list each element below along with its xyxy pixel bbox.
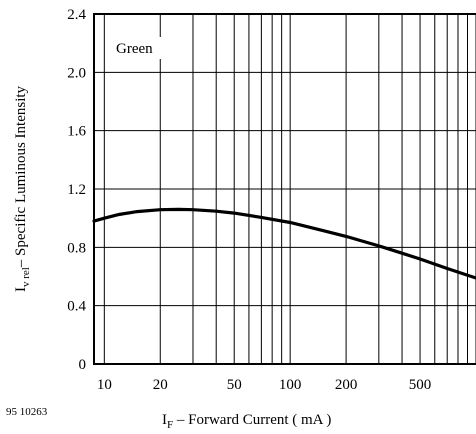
series-line <box>92 207 476 280</box>
y-tick-label: 2.4 <box>67 7 86 23</box>
x-axis-label: IF – Forward Current ( mA ) <box>162 412 331 431</box>
plot-frame <box>93 13 476 365</box>
x-tick-label: 100 <box>279 377 302 393</box>
figure-code: 95 10263 <box>6 406 48 418</box>
y-tick-label: 0.4 <box>67 299 86 315</box>
tick-labels: 0 0.4 0.8 1.2 1.6 2.0 2.4 10 20 50 100 200 500 <box>67 7 431 393</box>
x-tick-label: 20 <box>153 377 168 393</box>
x-tick-label: 10 <box>97 377 112 393</box>
x-tick-label: 500 <box>409 377 432 393</box>
x-tick-label: 200 <box>335 377 358 393</box>
x-tick-label: 50 <box>227 377 242 393</box>
y-tick-label: 0.8 <box>67 240 86 256</box>
y-tick-label: 2.0 <box>67 65 86 81</box>
x-axis-label-subscript: F <box>167 419 173 431</box>
grid-layer <box>94 13 476 365</box>
annotation-background <box>111 37 163 59</box>
annotation-green: Green <box>116 41 153 57</box>
series-layer <box>92 207 476 280</box>
y-axis-label: Iv rel– Specific Luminous Intensity <box>13 85 32 292</box>
y-axis-label-subscript: v rel <box>20 267 32 287</box>
y-tick-label: 0 <box>79 357 87 373</box>
x-axis-label-rest: – Forward Current ( mA ) <box>173 412 331 428</box>
y-axis-label-main: I <box>13 287 29 292</box>
y-axis-label-rest: – Specific Luminous Intensity <box>13 85 29 268</box>
y-tick-label: 1.2 <box>67 182 86 198</box>
x-axis-label-main: I <box>162 412 167 428</box>
y-tick-label: 1.6 <box>67 124 86 140</box>
